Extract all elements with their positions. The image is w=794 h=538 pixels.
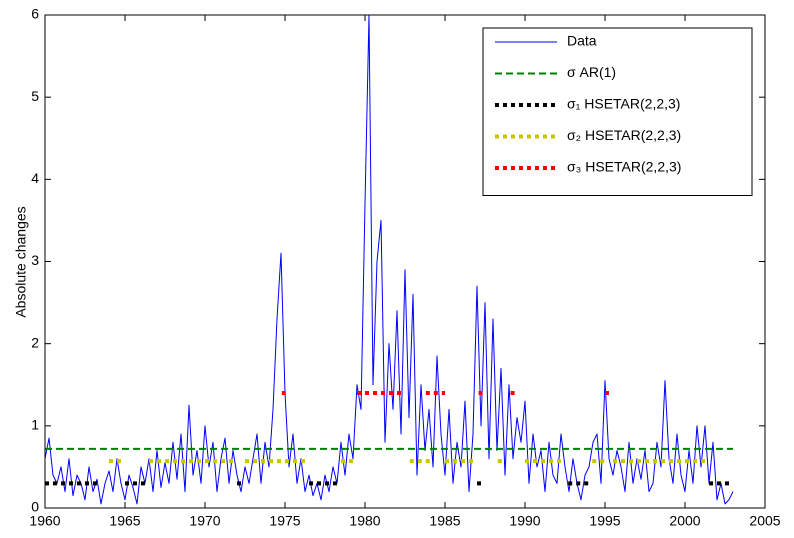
legend-label: Data [567,33,597,49]
x-tick-label: 1980 [349,513,380,529]
x-tick-label: 1975 [269,513,300,529]
x-tick-label: 1965 [109,513,140,529]
y-tick-label: 5 [31,88,39,104]
x-tick-label: 1985 [429,513,460,529]
legend-label: σ₁ HSETAR(2,2,3) [567,96,680,112]
y-tick-label: 1 [31,417,39,433]
x-tick-label: 1970 [189,513,220,529]
y-tick-label: 6 [31,6,39,22]
y-tick-label: 4 [31,170,39,186]
x-tick-label: 2005 [749,513,780,529]
x-tick-label: 1995 [589,513,620,529]
legend-label: σ₃ HSETAR(2,2,3) [567,159,681,175]
legend-label: σ AR(1) [567,64,616,80]
series-line [45,15,734,505]
x-tick-label: 2000 [669,513,700,529]
x-tick-label: 1960 [29,513,60,529]
y-axis-label: Absolute changes [13,206,29,317]
plot-lines [45,15,734,505]
y-tick-label: 3 [31,252,39,268]
y-tick-label: 2 [31,334,39,350]
legend-label: σ₂ HSETAR(2,2,3) [567,127,681,143]
y-tick-label: 0 [31,499,39,515]
x-tick-label: 1990 [509,513,540,529]
